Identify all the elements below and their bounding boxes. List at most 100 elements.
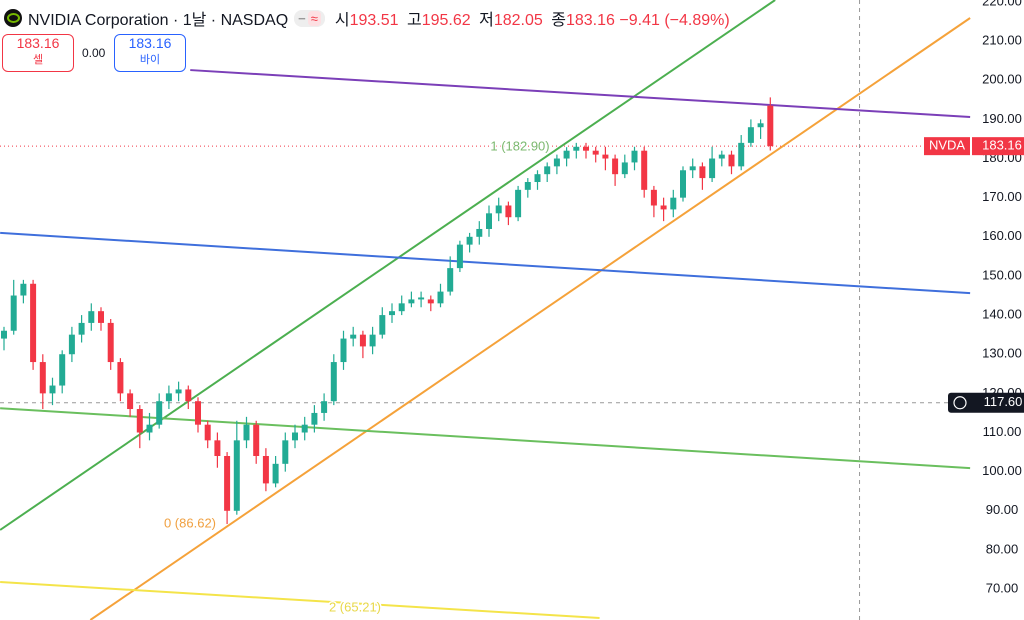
candle-body (515, 189, 522, 218)
y-tick-label: 150.00 (982, 267, 1022, 282)
candle-body (408, 299, 415, 304)
high-label: 고 (407, 12, 422, 29)
candle-body (602, 154, 609, 159)
ohlc-row: 시193.51 고195.62 저182.05 종183.16 −9.41 (−… (331, 6, 730, 30)
candle-body (379, 315, 386, 335)
candle-body (156, 401, 163, 425)
candle-body (1, 330, 7, 339)
candle-body (224, 455, 231, 511)
candle-body (447, 268, 454, 292)
crosshair-label: 117.60 (984, 394, 1023, 409)
trend-line (0, 231, 971, 295)
candle-body (175, 389, 182, 394)
candle-body (262, 455, 269, 484)
candle-body (272, 463, 279, 484)
candle-body (466, 236, 473, 245)
candle-body (107, 322, 114, 363)
candle-body (292, 432, 298, 441)
header: NVIDIA Corporation · 1날 · NASDAQ − ≈ 시193… (4, 6, 730, 30)
buy-label: 바이 (139, 54, 161, 66)
candle-body (204, 424, 211, 441)
close-label: 종 (551, 12, 566, 29)
ticker-tag (924, 137, 970, 156)
candle-body (631, 150, 638, 163)
badges[interactable]: − ≈ (294, 9, 325, 27)
high: 195.62 (421, 12, 471, 29)
candle-body (98, 311, 104, 323)
change: −9.41 (619, 12, 660, 29)
candle-body (573, 146, 580, 151)
sell-label: 셀 (32, 54, 44, 66)
price-tag-label: 183.16 (982, 138, 1022, 153)
low: 182.05 (493, 12, 543, 29)
trend-line (0, 581, 600, 620)
trend-line (0, 0, 776, 531)
candle-body (340, 338, 347, 363)
y-tick-label: 80.00 (986, 541, 1019, 556)
buy-button[interactable]: 183.16 바이 (114, 34, 186, 72)
close: 183.16 (565, 12, 615, 29)
candle-body (728, 154, 735, 167)
candle-body (330, 362, 337, 402)
y-tick-label: 160.00 (982, 228, 1022, 243)
y-tick-label: 130.00 (982, 346, 1022, 361)
candle-body (78, 322, 85, 335)
candle-body (553, 158, 560, 167)
candle-body (350, 334, 357, 339)
candle-body (185, 389, 192, 402)
candle-body (146, 424, 153, 433)
candle-body (476, 228, 483, 237)
y-tick-label: 70.00 (986, 581, 1019, 596)
candle-body (689, 166, 696, 171)
trend-line (89, 17, 971, 620)
candle-body (195, 401, 201, 425)
candle-body (10, 295, 17, 331)
y-tick-label: 140.00 (982, 307, 1022, 322)
candle-body (670, 197, 677, 210)
sell-price: 183.16 (16, 35, 60, 51)
candle-body (747, 127, 754, 143)
candle-body (709, 158, 716, 179)
sell-button[interactable]: 183.16 셀 (2, 34, 74, 72)
price-tag (972, 137, 1024, 156)
candle-body (359, 334, 366, 347)
candle-body (88, 311, 95, 323)
y-tick-label: 170.00 (982, 189, 1022, 204)
symbol[interactable]: NVIDIA Corporation · 1날 · NASDAQ (28, 12, 289, 29)
candle-body (20, 283, 27, 296)
candle-body (59, 354, 66, 386)
open-label: 시 (334, 12, 350, 29)
candle-body (369, 334, 376, 347)
y-tick-label: 100.00 (982, 463, 1022, 478)
spread: 0.00 (82, 46, 106, 60)
y-tick-label: 90.00 (986, 502, 1019, 517)
candle-body (583, 146, 589, 151)
y-tick-label: 210.00 (982, 33, 1022, 48)
candle-body (311, 412, 318, 425)
candle-body (398, 303, 405, 312)
badge: ≈ (307, 10, 321, 26)
candle-body (486, 213, 492, 229)
candle-body (49, 385, 56, 394)
candle-body (427, 299, 434, 304)
candle-body (117, 362, 124, 394)
candle-body (495, 205, 502, 214)
trend-line (190, 69, 971, 119)
candle-body (233, 440, 240, 511)
open: 193.51 (349, 12, 399, 29)
candle-body (650, 189, 657, 206)
candle-body (321, 401, 328, 413)
candle-body (524, 182, 531, 190)
candle-body (534, 174, 541, 183)
low-label: 저 (479, 12, 494, 29)
logo (4, 9, 22, 27)
plus-icon (953, 396, 967, 410)
candle-body (437, 291, 444, 304)
change-pct: (−4.89%) (664, 12, 730, 29)
candle-body (68, 334, 75, 355)
candle-body (738, 142, 745, 167)
candle-body (456, 244, 463, 269)
candle-body (418, 297, 425, 300)
